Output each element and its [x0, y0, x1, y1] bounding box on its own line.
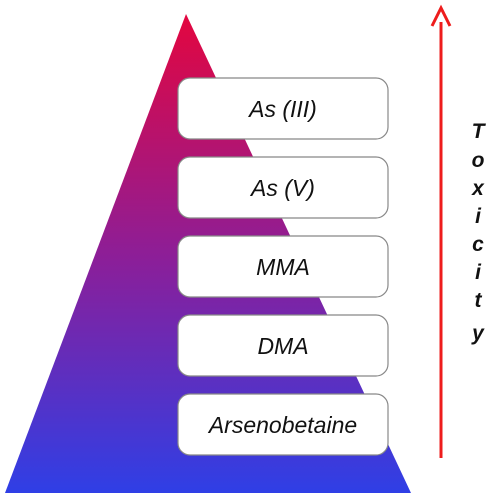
toxicity-arrow-head [430, 4, 452, 27]
level-box-1-label: As (III) [247, 96, 317, 122]
level-box-5-label: Arsenobetaine [207, 412, 357, 438]
toxicity-arrow [430, 4, 452, 458]
level-box-3-label: MMA [256, 254, 310, 280]
level-box-1: As (III) [177, 77, 389, 140]
level-box-5-frame [177, 393, 389, 456]
toxicity-letter-1: T [472, 120, 487, 143]
level-box-4: DMA [177, 314, 389, 377]
toxicity-label: T o x i c i t y [471, 120, 486, 345]
toxicity-letter-7: t [475, 289, 483, 312]
level-box-1-frame [177, 77, 389, 140]
level-box-2-label: As (V) [249, 175, 315, 201]
level-box-3-frame [177, 235, 389, 298]
level-box-4-label: DMA [257, 333, 308, 359]
level-box-2-frame [177, 156, 389, 219]
level-box-3: MMA [177, 235, 389, 298]
level-box-5: Arsenobetaine [177, 393, 389, 456]
level-box-2: As (V) [177, 156, 389, 219]
toxicity-letter-4: i [475, 205, 482, 228]
toxicity-letter-6: i [475, 261, 482, 284]
toxicity-letter-5: c [472, 233, 484, 256]
toxicity-letter-2: o [472, 149, 485, 172]
toxicity-letter-3: x [471, 177, 485, 200]
level-box-4-frame [177, 314, 389, 377]
toxicity-letter-8: y [471, 322, 485, 345]
